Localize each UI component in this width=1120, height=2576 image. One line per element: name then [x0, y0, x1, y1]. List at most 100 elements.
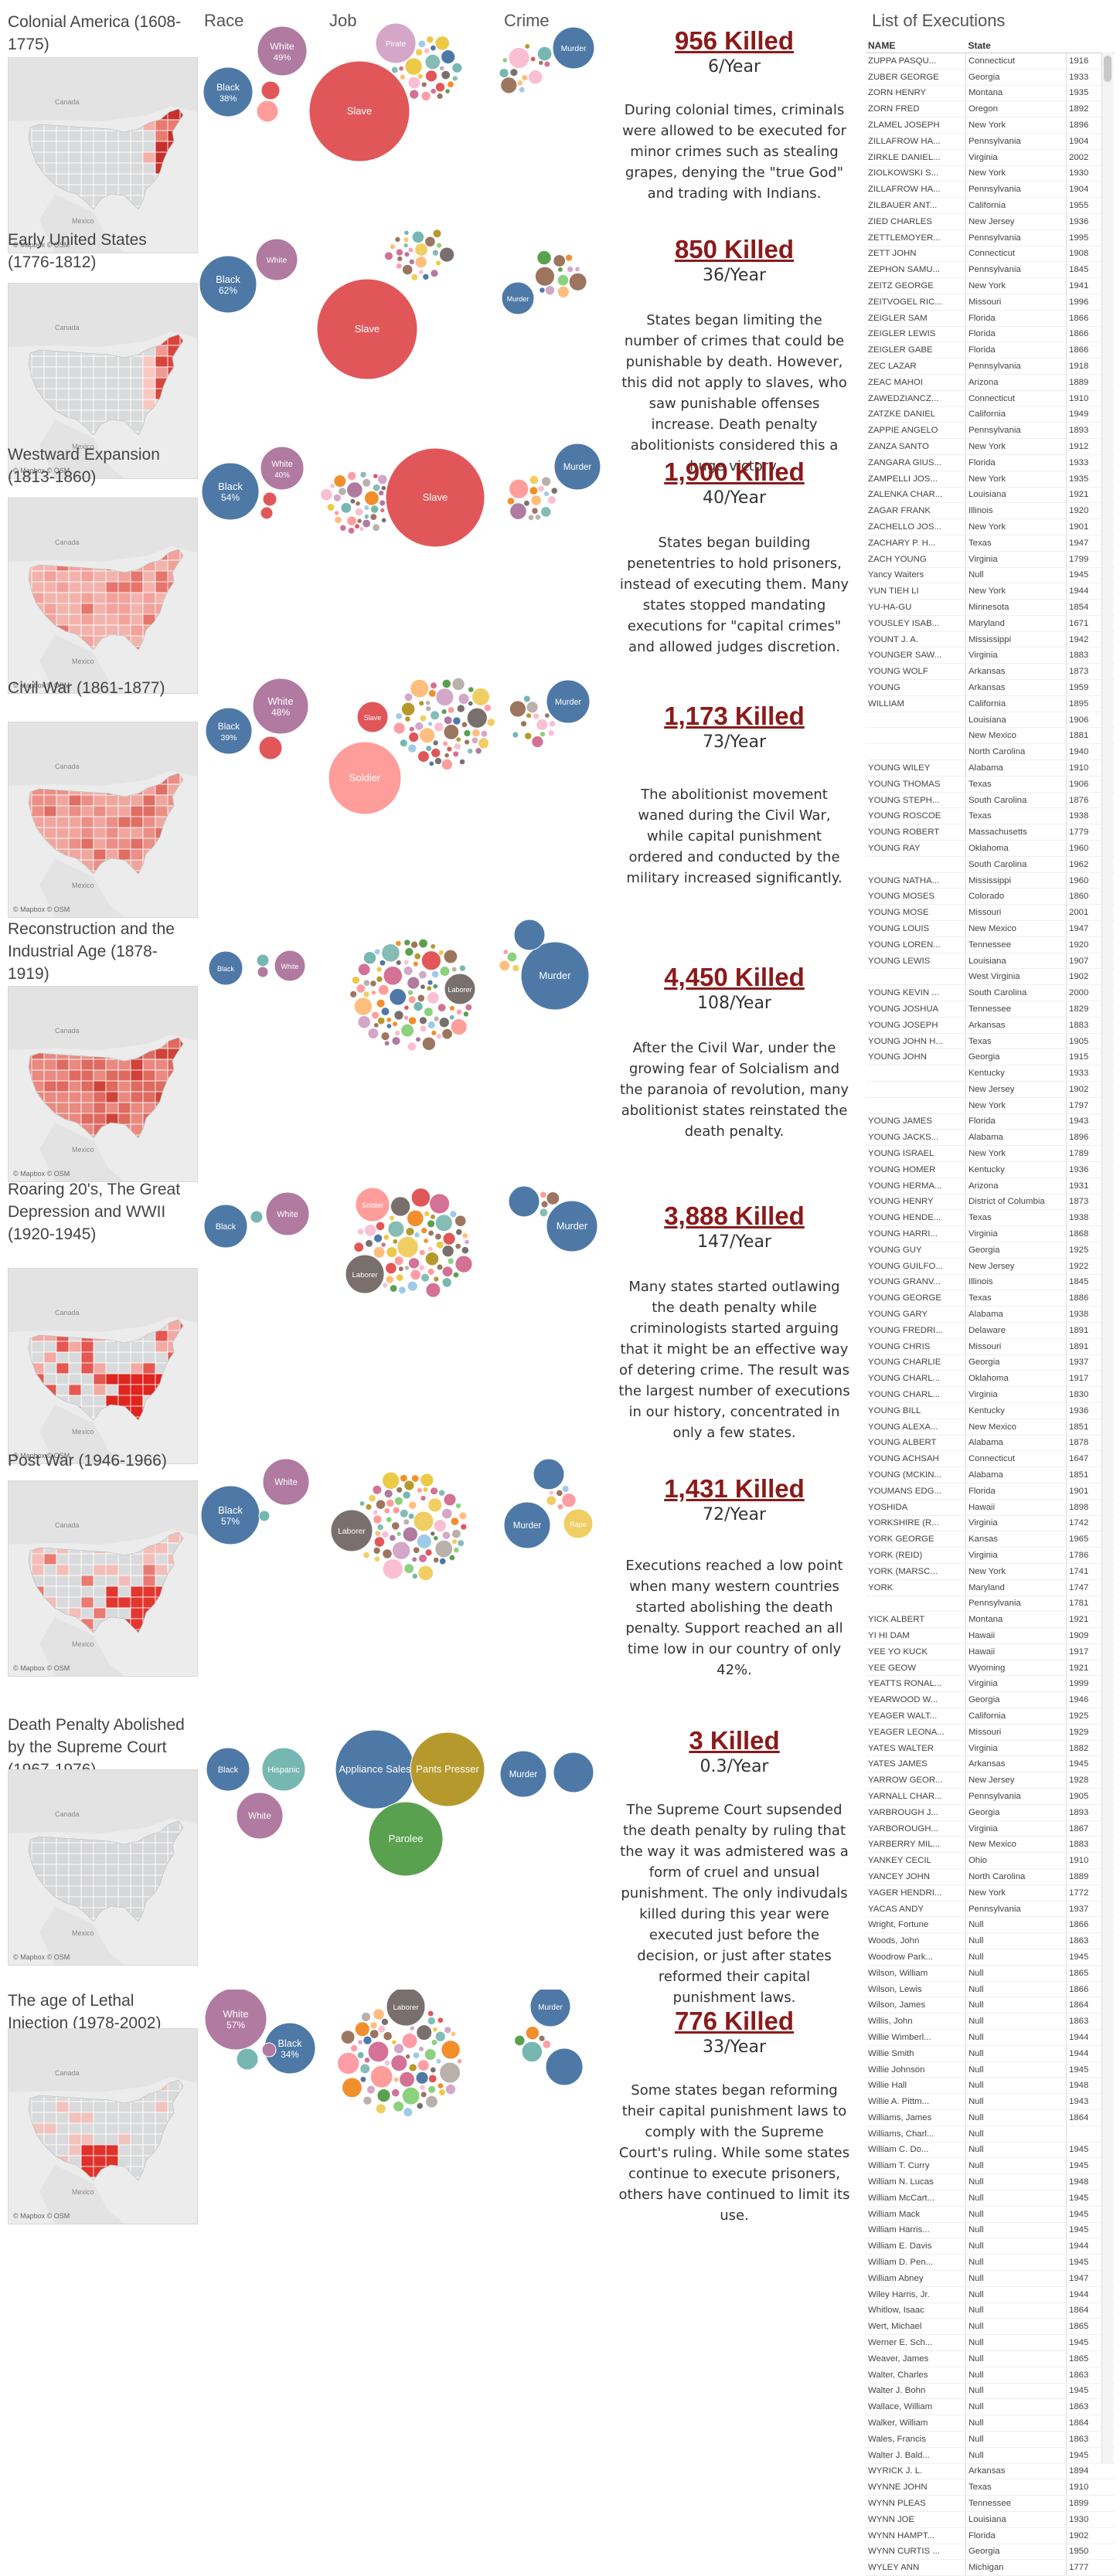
- crime-bubble[interactable]: [546, 1495, 557, 1506]
- job-bubble[interactable]: [376, 998, 386, 1008]
- job-bubble[interactable]: [353, 1242, 364, 1252]
- job-bubble[interactable]: [389, 1534, 397, 1541]
- job-bubble[interactable]: [432, 739, 439, 746]
- job-bubble[interactable]: [412, 2051, 420, 2059]
- job-bubble[interactable]: [425, 700, 431, 706]
- job-bubble[interactable]: [475, 747, 482, 755]
- job-bubble[interactable]: [434, 722, 444, 732]
- execution-row[interactable]: YORK (REID) Virginia 1786: [866, 1547, 1115, 1564]
- crime-bubble[interactable]: [529, 486, 539, 495]
- job-bubble[interactable]: [420, 2091, 427, 2098]
- job-bubble[interactable]: [430, 45, 437, 52]
- race-bubble[interactable]: [206, 1747, 250, 1792]
- job-bubble[interactable]: [404, 715, 411, 722]
- execution-row[interactable]: William McCart... Null 1945: [866, 2190, 1115, 2207]
- execution-row[interactable]: YARNALL CHAR... Pennsylvania 1905: [866, 1788, 1115, 1805]
- execution-row[interactable]: Louisiana 1906: [866, 712, 1115, 729]
- crime-bubble[interactable]: [516, 80, 523, 87]
- race-bubble[interactable]: [256, 100, 279, 123]
- crime-bubble[interactable]: [527, 514, 534, 521]
- job-bubble[interactable]: [381, 517, 386, 523]
- job-bubble[interactable]: [359, 2076, 366, 2083]
- execution-row[interactable]: YOUNG RAY Oklahoma 1960: [866, 840, 1115, 857]
- execution-row[interactable]: North Carolina 1940: [866, 743, 1115, 761]
- job-bubble[interactable]: [444, 2026, 451, 2034]
- job-bubble[interactable]: [357, 1015, 371, 1029]
- job-bubble[interactable]: [346, 515, 357, 526]
- job-bubble[interactable]: [410, 1188, 431, 1208]
- job-bubble[interactable]: [352, 976, 360, 984]
- job-bubble[interactable]: [397, 1236, 419, 1258]
- job-bubble[interactable]: [463, 729, 471, 737]
- execution-row[interactable]: YARBERRY MIL... New Mexico 1883: [866, 1836, 1115, 1854]
- crime-bubble[interactable]: [544, 712, 550, 719]
- job-bubble[interactable]: [373, 484, 381, 492]
- execution-row[interactable]: Willis, John Null 1863: [866, 2013, 1115, 2031]
- race-bubble[interactable]: [257, 25, 308, 76]
- job-bubble[interactable]: [363, 1551, 370, 1559]
- job-bubble[interactable]: [420, 91, 431, 101]
- crime-bubble[interactable]: [547, 729, 555, 737]
- job-bubble[interactable]: [444, 973, 476, 1005]
- job-bubble[interactable]: [382, 1282, 388, 1289]
- crime-bubble[interactable]: [499, 960, 510, 971]
- execution-row[interactable]: ZORN HENRY Montana 1935: [866, 85, 1115, 102]
- era-map[interactable]: Canada Mexico © Mapbox © OSM: [8, 1268, 198, 1464]
- crime-bubble[interactable]: [557, 274, 569, 287]
- job-bubble[interactable]: [348, 527, 356, 535]
- job-bubble[interactable]: [454, 1255, 473, 1273]
- job-bubble[interactable]: [458, 964, 466, 972]
- crime-bubble[interactable]: [526, 701, 539, 713]
- execution-row[interactable]: ZORN FRED Oregon 1892: [866, 100, 1115, 118]
- job-bubble[interactable]: [452, 716, 461, 726]
- job-bubble[interactable]: [403, 236, 410, 243]
- execution-row[interactable]: YOUNG GARY Alabama 1938: [866, 1306, 1115, 1323]
- job-bubble[interactable]: [427, 2085, 436, 2094]
- job-bubble[interactable]: [451, 678, 465, 691]
- job-bubble[interactable]: [439, 66, 445, 71]
- job-bubble[interactable]: [417, 73, 424, 80]
- job-bubble[interactable]: [363, 514, 369, 519]
- job-bubble[interactable]: [385, 447, 485, 548]
- execution-row[interactable]: YOUNG JAMES Florida 1943: [866, 1113, 1115, 1130]
- execution-row[interactable]: YORK (MARSC... New York 1741: [866, 1563, 1115, 1580]
- execution-row[interactable]: YAGER HENDRI... New York 1772: [866, 1884, 1115, 1901]
- job-bubble[interactable]: [427, 721, 433, 727]
- job-bubble[interactable]: [376, 966, 383, 973]
- execution-row[interactable]: ZEIGLER GABE Florida 1866: [866, 342, 1115, 359]
- job-bubble[interactable]: [380, 1242, 386, 1248]
- job-bubble[interactable]: [441, 49, 455, 64]
- job-bubble[interactable]: [414, 722, 424, 731]
- crime-bubble[interactable]: [531, 736, 544, 748]
- job-bubble[interactable]: [435, 82, 445, 93]
- race-bubble[interactable]: [262, 491, 277, 507]
- job-bubble[interactable]: [439, 2061, 461, 2084]
- job-bubble[interactable]: [376, 976, 383, 983]
- execution-row[interactable]: WYRICK J. L. Arkansas 1894: [866, 2463, 1115, 2480]
- job-bubble[interactable]: [404, 947, 414, 957]
- execution-row[interactable]: YOUNG NATHA... Mississippi 1960: [866, 872, 1115, 889]
- job-bubble[interactable]: [414, 243, 428, 257]
- job-bubble[interactable]: [337, 2052, 359, 2075]
- crime-bubble[interactable]: [546, 679, 591, 724]
- job-bubble[interactable]: [455, 736, 461, 743]
- job-bubble[interactable]: [407, 1210, 424, 1227]
- crime-bubble[interactable]: [509, 502, 527, 520]
- job-bubble[interactable]: [362, 478, 371, 488]
- job-bubble[interactable]: [363, 979, 370, 987]
- job-bubble[interactable]: [403, 1518, 410, 1525]
- job-bubble[interactable]: [401, 702, 416, 716]
- job-bubble[interactable]: [424, 47, 431, 54]
- job-bubble[interactable]: [366, 2085, 376, 2095]
- execution-row[interactable]: ZAWEDZIANCZ... Connecticut 1910: [866, 390, 1115, 407]
- execution-row[interactable]: YEAGER LEONA... Missouri 1929: [866, 1724, 1115, 1741]
- job-bubble[interactable]: [394, 236, 401, 243]
- execution-row[interactable]: YOUNG LOUIS New Mexico 1947: [866, 920, 1115, 937]
- execution-row[interactable]: Walter J. Bohn Null 1945: [866, 2383, 1115, 2400]
- job-bubble[interactable]: [478, 737, 489, 749]
- job-bubble[interactable]: [427, 1497, 442, 1513]
- job-bubble[interactable]: [380, 508, 386, 513]
- job-bubble[interactable]: [363, 2095, 373, 2105]
- job-bubble[interactable]: [449, 1005, 455, 1011]
- job-bubble[interactable]: [436, 1263, 444, 1271]
